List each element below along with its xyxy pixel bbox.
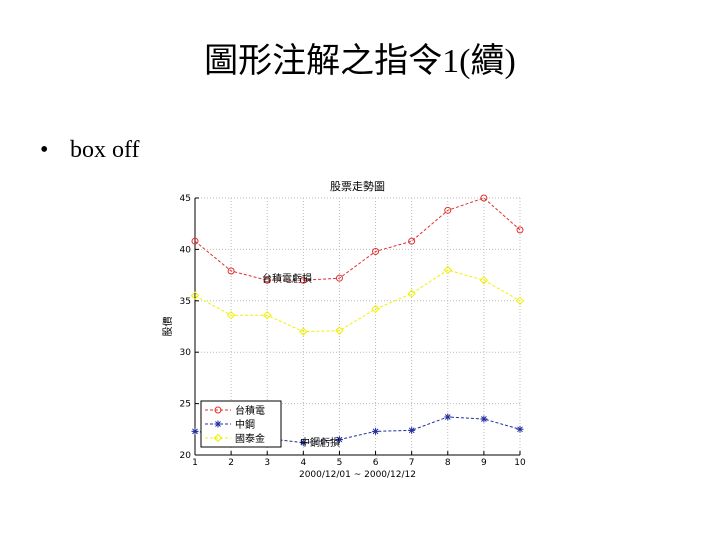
y-tick-label: 40 [180, 245, 192, 255]
legend-box [200, 400, 282, 448]
legend-label: 國泰金 [235, 432, 265, 445]
data-point [516, 425, 524, 433]
data-point [444, 413, 452, 421]
data-point [335, 326, 344, 335]
x-tick-label: 5 [337, 458, 343, 468]
data-point [515, 296, 525, 306]
legend-marker [214, 406, 222, 414]
data-point [480, 415, 488, 423]
y-tick-label: 30 [180, 348, 192, 358]
y-tick-label: 35 [180, 297, 191, 307]
data-point [335, 274, 343, 282]
data-point [371, 304, 380, 314]
legend-label: 中鋼 [235, 418, 255, 431]
data-point [479, 276, 489, 285]
data-point [408, 237, 416, 245]
x-tick-label: 3 [264, 458, 270, 468]
series-line [194, 269, 521, 333]
x-tick-label: 2 [228, 458, 234, 468]
bullet-text: box off [70, 137, 140, 163]
x-tick-label: 4 [300, 458, 306, 468]
x-tick-label: 9 [481, 458, 487, 468]
data-point [335, 436, 343, 444]
data-point [299, 439, 307, 447]
data-point [372, 427, 380, 435]
data-point [408, 426, 416, 434]
legend-label: 台積電 [235, 404, 265, 417]
x-tick-label: 1 [192, 458, 198, 468]
x-tick-label: 10 [514, 458, 526, 468]
y-axis-label: 股價 [161, 317, 174, 337]
data-point [191, 237, 199, 245]
data-point [226, 310, 236, 320]
x-tick-label: 6 [373, 458, 379, 468]
data-point [444, 206, 452, 214]
data-point [443, 265, 452, 275]
legend-marker [214, 420, 222, 428]
y-tick-label: 45 [180, 194, 191, 204]
data-point [263, 276, 271, 284]
y-tick-label: 25 [180, 400, 191, 410]
slide-title: 圖形注解之指令1(續) [204, 42, 516, 80]
data-point [372, 247, 380, 255]
data-point [480, 194, 488, 202]
data-point [227, 267, 235, 275]
data-point [299, 327, 308, 336]
data-point [516, 226, 524, 234]
x-axis-label: 2000/12/01 ~ 2000/12/12 [299, 470, 416, 480]
data-point [190, 291, 200, 300]
legend-marker [213, 433, 223, 443]
annotation: 中鋼虧損 [300, 436, 340, 449]
annotation: 台積電虧損 [262, 272, 312, 285]
bullet-dot: • [40, 137, 48, 163]
data-point [191, 427, 199, 435]
data-point [299, 276, 307, 284]
data-point [263, 310, 272, 320]
chart-title: 股票走勢圖 [330, 179, 385, 193]
data-point [407, 289, 416, 298]
y-tick-label: 20 [180, 451, 192, 461]
x-tick-label: 8 [445, 458, 451, 468]
x-tick-label: 7 [409, 458, 415, 468]
series-line [194, 197, 521, 281]
